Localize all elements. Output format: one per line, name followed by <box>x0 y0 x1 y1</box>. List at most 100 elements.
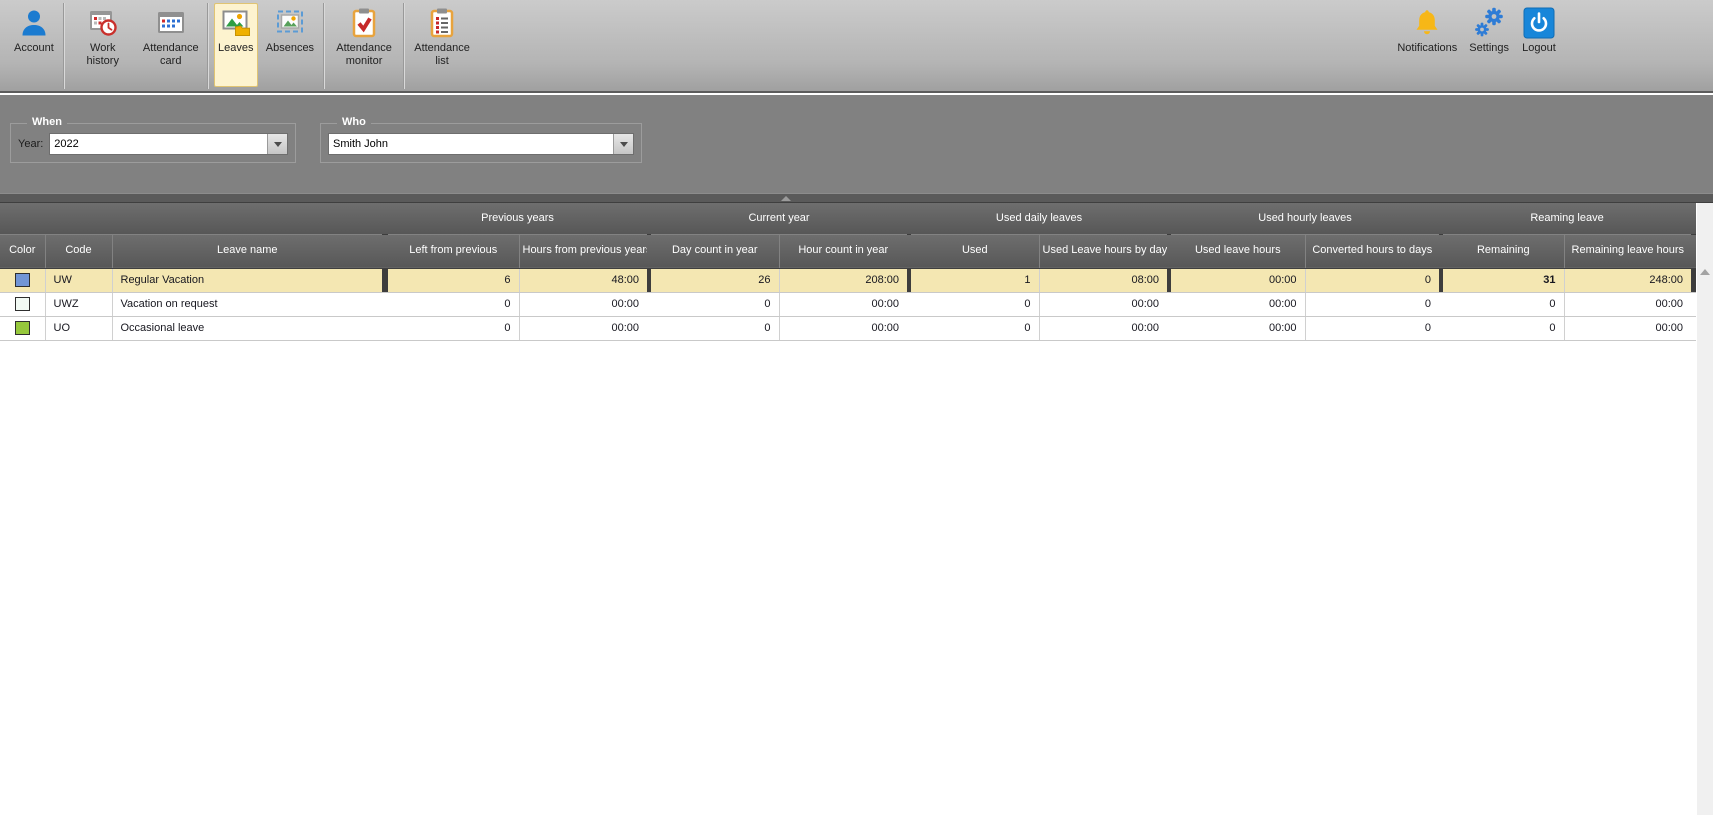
toolbar-item-label: Attendance monitor <box>336 42 392 68</box>
hours-from-previous-cell: 48:00 <box>518 268 648 293</box>
toolbar-right-group: Notifications <box>1391 3 1713 87</box>
toolbar-item-account[interactable]: Account <box>10 3 58 87</box>
splitter-collapse-arrow-icon[interactable] <box>781 196 791 201</box>
table-row-uw[interactable]: UW Regular Vacation 6 48:00 26 208:00 1 … <box>0 268 1697 293</box>
used-leave-hours-by-days-cell: 08:00 <box>1038 268 1168 293</box>
color-swatch <box>14 273 30 287</box>
toolbar-item-logout[interactable]: Logout <box>1517 3 1561 87</box>
toolbar-item-label: Absences <box>265 42 315 54</box>
attendance-list-icon <box>425 6 459 40</box>
attendance-card-icon <box>154 6 188 40</box>
day-count-cell: 0 <box>651 316 780 341</box>
day-count-cell: 0 <box>651 292 780 317</box>
when-groupbox: When Year: 2022 <box>10 116 296 163</box>
used-leave-hours-cell: 00:00 <box>1171 268 1306 293</box>
vertical-scrollbar[interactable] <box>1697 203 1713 815</box>
leave-name-cell: Regular Vacation <box>111 268 382 293</box>
column-header-remaining-leave-hours: Remaining leave hours <box>1563 234 1692 269</box>
hour-count-cell: 00:00 <box>778 292 908 317</box>
settings-gears-icon <box>1472 6 1506 40</box>
toolbar-item-attendance-list[interactable]: Attendance list <box>410 3 474 87</box>
toolbar-item-work-history[interactable]: Work history <box>70 3 136 87</box>
column-header-hour-count-in-year: Hour count in year <box>778 234 908 269</box>
who-groupbox: Who Smith John <box>320 116 642 163</box>
remaining-cell: 0 <box>1443 316 1565 341</box>
toolbar-item-label: Attendance card <box>142 42 199 68</box>
used-cell: 1 <box>911 268 1040 293</box>
used-leave-hours-cell: 00:00 <box>1171 316 1306 341</box>
remaining-leave-hours-cell: 248:00 <box>1563 268 1692 293</box>
account-icon <box>17 6 51 40</box>
toolbar-item-label: Work history <box>86 42 119 68</box>
toolbar-item-leaves[interactable]: Leaves <box>213 3 258 87</box>
group-header-previous-years: Previous years <box>388 203 648 235</box>
leaves-table: Previous years Current year Used daily l… <box>0 203 1697 341</box>
remaining-cell: 31 <box>1443 268 1565 293</box>
toolbar-separator <box>206 3 209 89</box>
chevron-down-icon <box>619 141 628 147</box>
toolbar-item-label: Attendance list <box>414 42 470 68</box>
used-cell: 0 <box>911 292 1040 317</box>
year-select[interactable]: 2022 <box>49 133 288 155</box>
leave-color-cell <box>0 292 45 317</box>
logout-power-icon <box>1522 6 1556 40</box>
leave-name-cell: Occasional leave <box>111 316 382 341</box>
column-header-color: Color <box>0 234 45 269</box>
column-header-used: Used <box>911 234 1040 269</box>
leave-code-cell: UW <box>44 268 112 293</box>
person-select-value: Smith John <box>333 138 389 150</box>
column-header-code: Code <box>44 234 112 269</box>
person-select[interactable]: Smith John <box>328 133 634 155</box>
toolbar-item-settings[interactable]: Settings <box>1465 3 1513 87</box>
used-leave-hours-cell: 00:00 <box>1171 292 1306 317</box>
hours-from-previous-cell: 00:00 <box>518 292 648 317</box>
column-header-used-leave-hours-by-days: Used Leave hours by days <box>1038 234 1168 269</box>
left-from-previous-cell: 0 <box>388 292 519 317</box>
who-legend: Who <box>337 116 371 128</box>
column-header-row: Color Code Leave name Left from previous… <box>0 234 1697 269</box>
group-header-reaming-leave: Reaming leave <box>1443 203 1692 235</box>
toolbar-item-notifications[interactable]: Notifications <box>1393 3 1461 87</box>
toolbar-separator <box>403 3 406 89</box>
table-row-uwz[interactable]: UWZ Vacation on request 0 00:00 0 00:00 … <box>0 292 1697 317</box>
column-header-converted-hours-to-days: Converted hours to days <box>1304 234 1440 269</box>
notifications-bell-icon <box>1410 6 1444 40</box>
person-select-dropdown-button[interactable] <box>613 134 633 154</box>
leave-color-cell <box>0 316 45 341</box>
panel-splitter[interactable] <box>0 193 1713 203</box>
filter-bar: When Year: 2022 Who Smith John <box>0 95 1713 193</box>
group-divider <box>907 234 912 269</box>
hour-count-cell: 00:00 <box>778 316 908 341</box>
when-legend: When <box>27 116 67 128</box>
toolbar-separator <box>323 3 326 89</box>
group-divider <box>1691 234 1697 269</box>
remaining-cell: 0 <box>1443 292 1565 317</box>
color-swatch <box>14 297 30 311</box>
scrollbar-up-arrow-icon[interactable] <box>1700 269 1710 275</box>
column-header-left-from-previous: Left from previous <box>388 234 519 269</box>
remaining-leave-hours-cell: 00:00 <box>1563 316 1692 341</box>
toolbar-item-attendance-card[interactable]: Attendance card <box>140 3 202 87</box>
group-divider <box>382 234 388 269</box>
year-select-dropdown-button[interactable] <box>267 134 287 154</box>
toolbar-item-absences[interactable]: Absences <box>262 3 318 87</box>
year-select-value: 2022 <box>54 138 79 150</box>
group-divider <box>1167 234 1172 269</box>
converted-hours-cell: 0 <box>1304 316 1440 341</box>
group-header-corner <box>0 203 382 235</box>
column-header-leave-name: Leave name <box>111 234 382 269</box>
group-divider <box>1439 234 1444 269</box>
toolbar-item-label: Logout <box>1522 42 1556 54</box>
year-label: Year: <box>18 138 44 150</box>
toolbar-item-attendance-monitor[interactable]: Attendance monitor <box>330 3 398 87</box>
used-cell: 0 <box>911 316 1040 341</box>
leaves-icon <box>219 6 253 40</box>
remaining-leave-hours-cell: 00:00 <box>1563 292 1692 317</box>
group-divider <box>1167 203 1172 235</box>
table-row-uo[interactable]: UO Occasional leave 0 00:00 0 00:00 0 00… <box>0 316 1697 341</box>
column-header-day-count-in-year: Day count in year <box>651 234 780 269</box>
column-header-hours-from-previous-years: Hours from previous years <box>518 234 648 269</box>
column-header-used-leave-hours: Used leave hours <box>1171 234 1306 269</box>
work-history-icon <box>86 6 120 40</box>
